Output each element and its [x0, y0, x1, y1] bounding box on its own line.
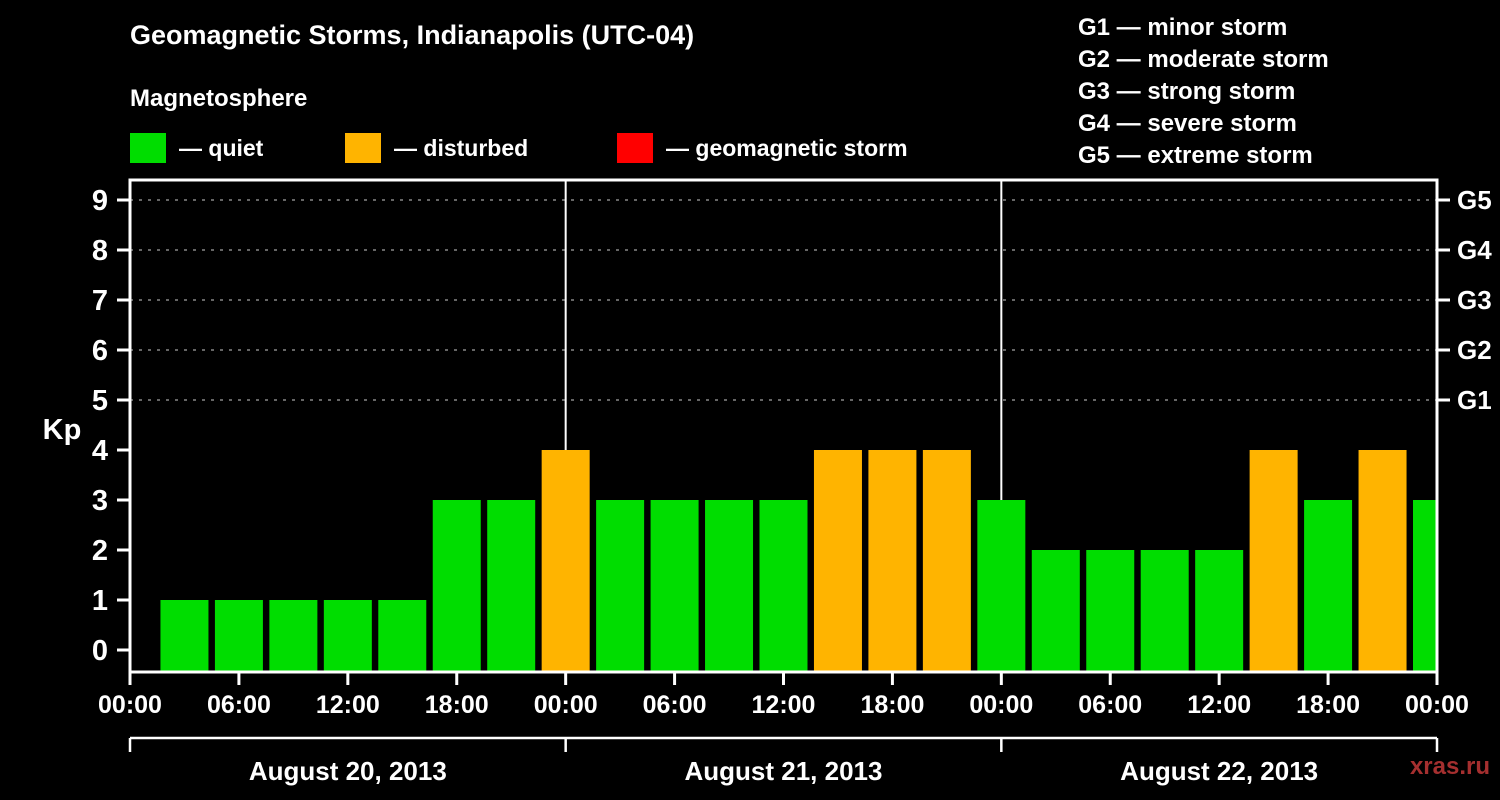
legend-item-quiet: — quiet	[130, 131, 263, 165]
kp-bar	[1031, 550, 1080, 672]
kp-bar	[1413, 500, 1437, 672]
g-axis-label: G3	[1457, 285, 1492, 315]
kp-bar	[214, 600, 263, 672]
x-tick-label: 12:00	[316, 691, 380, 719]
g4-legend-line: G4 — severe storm	[1078, 110, 1297, 137]
y-tick-label: 3	[92, 485, 108, 517]
kp-bar	[160, 600, 209, 672]
x-tick-label: 12:00	[1187, 691, 1251, 719]
g-axis-label: G4	[1457, 235, 1492, 265]
g5-legend-line: G5 — extreme storm	[1078, 142, 1313, 169]
kp-bar	[813, 450, 862, 672]
g3-legend-line: G3 — strong storm	[1078, 78, 1296, 105]
kp-bar	[922, 450, 971, 672]
watermark-xras: xras.ru	[1409, 753, 1490, 780]
kp-bar	[977, 500, 1026, 672]
kp-bar	[1086, 550, 1135, 672]
y-tick-label: 4	[92, 435, 108, 467]
kp-bar	[1304, 500, 1353, 672]
kp-bar	[1140, 550, 1189, 672]
kp-bar	[596, 500, 645, 672]
page-title: Geomagnetic Storms, Indianapolis (UTC-04…	[130, 20, 695, 50]
x-tick-label: 00:00	[1405, 691, 1469, 719]
y-tick-label: 0	[92, 635, 108, 667]
kp-bar	[705, 500, 754, 672]
quiet-color-swatch	[130, 133, 166, 163]
kp-bar	[650, 500, 699, 672]
y-tick-label: 6	[92, 335, 108, 367]
y-tick-label: 5	[92, 385, 108, 417]
storm-color-swatch	[617, 133, 653, 163]
y-tick-label: 8	[92, 235, 108, 267]
x-tick-label: 00:00	[98, 691, 162, 719]
kp-bar	[323, 600, 372, 672]
legend-item-disturbed: — disturbed	[345, 131, 528, 165]
g2-legend-line: G2 — moderate storm	[1078, 46, 1329, 73]
x-tick-label: 06:00	[1078, 691, 1142, 719]
storm-label: — geomagnetic storm	[666, 134, 908, 161]
kp-bar	[432, 500, 481, 672]
date-label: August 21, 2013	[685, 756, 883, 786]
kp-bar	[1249, 450, 1298, 672]
x-tick-label: 00:00	[969, 691, 1033, 719]
legend-item-storm: — geomagnetic storm	[617, 131, 908, 165]
y-tick-label: 9	[92, 185, 108, 217]
x-tick-label: 18:00	[1296, 691, 1360, 719]
y-tick-label: 7	[92, 285, 108, 317]
g-axis-label: G2	[1457, 335, 1492, 365]
kp-bar	[759, 500, 808, 672]
y-tick-label: 2	[92, 535, 108, 567]
kp-bar	[269, 600, 318, 672]
kp-bar	[541, 450, 590, 672]
y-axis-title: Kp	[43, 414, 82, 446]
kp-bar	[378, 600, 427, 672]
x-tick-label: 06:00	[207, 691, 271, 719]
magnetosphere-label: Magnetosphere	[130, 85, 308, 112]
kp-bar	[1195, 550, 1244, 672]
x-tick-label: 00:00	[534, 691, 598, 719]
kp-bar	[487, 500, 536, 672]
g1-legend-line: G1 — minor storm	[1078, 14, 1288, 41]
y-tick-label: 1	[92, 585, 108, 617]
date-label: August 22, 2013	[1120, 756, 1318, 786]
kp-bar	[868, 450, 917, 672]
x-tick-label: 18:00	[860, 691, 924, 719]
disturbed-color-swatch	[345, 133, 381, 163]
g-axis-label: G1	[1457, 385, 1492, 415]
x-tick-label: 18:00	[425, 691, 489, 719]
quiet-label: — quiet	[179, 134, 264, 161]
g-axis-label: G5	[1457, 185, 1492, 215]
x-tick-label: 12:00	[752, 691, 816, 719]
x-tick-label: 06:00	[643, 691, 707, 719]
disturbed-label: — disturbed	[394, 134, 529, 161]
kp-bar	[1358, 450, 1407, 672]
date-label: August 20, 2013	[249, 756, 447, 786]
g-scale-legend: G1 — minor storm G2 — moderate storm G3 …	[1078, 12, 1329, 172]
